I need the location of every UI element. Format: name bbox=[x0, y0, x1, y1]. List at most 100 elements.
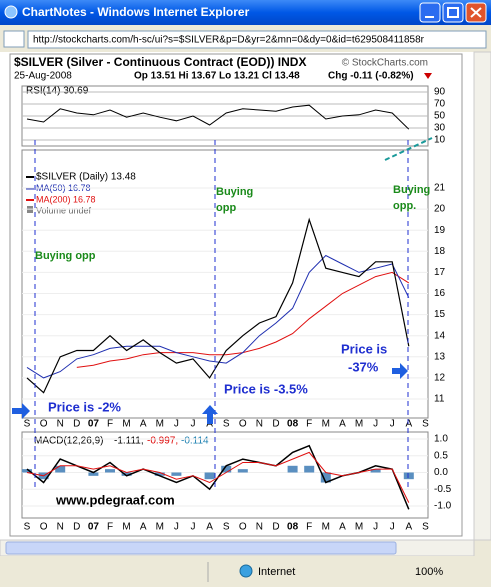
y-tick-label: 0.5 bbox=[434, 450, 448, 461]
maximize-button[interactable] bbox=[442, 2, 464, 23]
y-tick-label: 0.0 bbox=[434, 467, 448, 478]
y-tick-label: 16 bbox=[434, 288, 446, 299]
histogram-bar bbox=[22, 469, 32, 473]
macd-label: MACD(12,26,9) bbox=[34, 436, 103, 447]
x-tick-label: J bbox=[174, 419, 179, 430]
x-tick-label: N bbox=[256, 522, 263, 533]
x-tick-label: A bbox=[140, 522, 147, 533]
x-tick-label: O bbox=[40, 419, 48, 430]
x-tick-label: N bbox=[57, 522, 64, 533]
y-tick-label: 13 bbox=[434, 351, 446, 362]
address-field[interactable] bbox=[27, 30, 487, 49]
annotation: Buying bbox=[216, 186, 253, 198]
x-tick-label: A bbox=[140, 419, 147, 430]
annotation: Buying bbox=[393, 184, 430, 196]
x-tick-label: O bbox=[40, 522, 48, 533]
x-tick-label: S bbox=[223, 522, 230, 533]
price-line bbox=[26, 217, 410, 394]
x-tick-label: D bbox=[73, 522, 80, 533]
quote: Op 13.51 Hi 13.67 Lo 13.21 Cl 13.48 bbox=[134, 71, 300, 82]
y-tick-label: 70 bbox=[434, 99, 446, 110]
window-title: ChartNotes - Windows Internet Explorer bbox=[22, 5, 250, 19]
x-tick-label: S bbox=[422, 522, 429, 533]
signal-value: -0.997, bbox=[147, 436, 178, 447]
histogram-bar bbox=[370, 469, 381, 473]
annotation: Price is -2% bbox=[48, 399, 121, 414]
rsi-line bbox=[26, 104, 410, 130]
x-tick-label: A bbox=[206, 522, 213, 533]
x-tick-label: S bbox=[422, 419, 429, 430]
x-tick-label: A bbox=[405, 419, 412, 430]
x-tick-label: M bbox=[355, 419, 363, 430]
y-tick-label: 10 bbox=[434, 135, 446, 146]
x-tick-label: M bbox=[122, 522, 130, 533]
x-tick-label: J bbox=[174, 522, 179, 533]
histogram-bar bbox=[121, 472, 132, 476]
x-tick-label: N bbox=[256, 419, 263, 430]
x-tick-label: F bbox=[107, 419, 113, 430]
y-tick-label: 18 bbox=[434, 246, 446, 257]
arrow bbox=[392, 363, 408, 379]
volume-label: Volume undef bbox=[36, 205, 92, 215]
histogram-bar bbox=[171, 472, 182, 476]
x-tick-label: A bbox=[339, 522, 346, 533]
histogram-bar bbox=[55, 465, 66, 473]
zoom-level[interactable]: 100% bbox=[415, 566, 443, 578]
histogram-bar bbox=[304, 465, 315, 473]
x-tick-label: M bbox=[322, 522, 330, 533]
y-tick-label: 1.0 bbox=[434, 434, 448, 445]
x-tick-label: D bbox=[272, 419, 279, 430]
x-tick-label: 08 bbox=[287, 419, 299, 430]
x-tick-label: M bbox=[322, 419, 330, 430]
page-icon[interactable] bbox=[3, 30, 25, 48]
x-tick-label: J bbox=[191, 522, 196, 533]
annotation: opp. bbox=[393, 200, 416, 212]
copyright: © StockCharts.com bbox=[342, 58, 428, 69]
annotation: Price is bbox=[341, 341, 387, 356]
vertical-scrollbar[interactable] bbox=[473, 51, 491, 541]
website: www.pdegraaf.com bbox=[55, 492, 175, 507]
hist-value: -0.114 bbox=[181, 436, 209, 447]
annotation: Buying opp bbox=[35, 250, 96, 262]
x-tick-label: 07 bbox=[88, 522, 100, 533]
x-tick-label: J bbox=[191, 419, 196, 430]
x-tick-label: D bbox=[73, 419, 80, 430]
x-tick-label: F bbox=[306, 522, 312, 533]
url-text: http://stockcharts.com/h-sc/ui?s=$SILVER… bbox=[33, 35, 425, 46]
annotation: opp bbox=[216, 202, 236, 214]
price-line bbox=[26, 254, 410, 379]
x-tick-label: M bbox=[156, 522, 164, 533]
chart-frame bbox=[9, 53, 463, 537]
x-tick-label: S bbox=[223, 419, 230, 430]
minimize-button[interactable] bbox=[419, 2, 441, 23]
y-tick-label: 15 bbox=[434, 309, 446, 320]
x-tick-label: S bbox=[24, 522, 31, 533]
x-tick-label: A bbox=[339, 419, 346, 430]
title-bar bbox=[0, 0, 491, 25]
x-tick-label: O bbox=[239, 419, 247, 430]
arrow bbox=[202, 405, 218, 424]
x-tick-label: M bbox=[122, 419, 130, 430]
y-tick-label: 11 bbox=[434, 394, 445, 405]
histogram-bar bbox=[154, 472, 165, 476]
x-tick-label: M bbox=[355, 522, 363, 533]
y-tick-label: 14 bbox=[434, 330, 446, 341]
legend-label: MA(200) 16.78 bbox=[36, 194, 96, 204]
x-tick-label: S bbox=[24, 419, 31, 430]
price-panel bbox=[21, 149, 429, 419]
scroll-thumb[interactable] bbox=[5, 541, 397, 555]
app-icon bbox=[4, 5, 18, 19]
histogram-bar bbox=[237, 469, 248, 473]
status-zone: Internet bbox=[258, 566, 295, 578]
x-tick-label: A bbox=[405, 522, 412, 533]
y-tick-label: 21 bbox=[434, 183, 446, 194]
y-tick-label: 17 bbox=[434, 267, 446, 278]
x-tick-label: J bbox=[373, 419, 378, 430]
chart-title: $SILVER (Silver - Continuous Contract (E… bbox=[14, 55, 306, 69]
x-tick-label: D bbox=[272, 522, 279, 533]
maximize-icon bbox=[447, 7, 459, 18]
x-tick-label: 07 bbox=[88, 419, 100, 430]
